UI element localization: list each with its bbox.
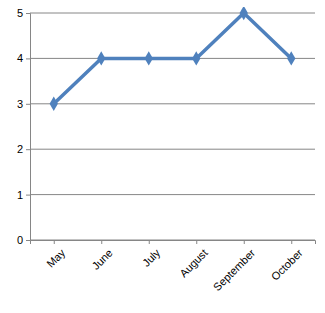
x-tick-mark (54, 240, 55, 244)
series (50, 7, 296, 111)
x-tick-label: October (269, 246, 305, 282)
y-axis-line (26, 14, 31, 241)
marker (192, 51, 200, 65)
marker (50, 97, 58, 111)
marker (97, 51, 105, 65)
y-tick-mark (26, 104, 30, 105)
grid-line (30, 149, 315, 150)
x-tick-mark (196, 240, 197, 244)
y-tick: 5 (17, 7, 30, 19)
y-tick-mark (26, 13, 30, 14)
y-tick-label: 2 (17, 143, 23, 155)
marker (145, 51, 153, 65)
x-tick-mark (149, 240, 150, 244)
marker (240, 7, 248, 20)
x-tick-mark (244, 240, 245, 244)
grid-line (30, 103, 315, 104)
x-tick: June (89, 240, 114, 272)
x-tick-label: May (44, 246, 68, 270)
y-tick: 0 (17, 234, 30, 246)
y-tick-label: 4 (17, 52, 23, 64)
y-tick-label: 0 (17, 234, 23, 246)
y-tick: 4 (17, 52, 30, 64)
y-tick-mark (26, 58, 30, 59)
y-tick-mark (26, 149, 30, 150)
x-axis-line (31, 241, 316, 245)
grid (30, 13, 315, 240)
y-tick-mark (26, 195, 30, 196)
y-tick-mark (26, 240, 30, 241)
x-tick-mark (101, 240, 102, 244)
y-tick: 3 (17, 98, 30, 110)
chart: 0 1 2 3 4 5 May June July AugustSeptember October (0, 0, 325, 313)
x-tick-label: August (177, 247, 210, 280)
x-tick: October (269, 240, 305, 283)
grid-line (30, 194, 315, 195)
x-tick-mark (291, 240, 292, 244)
x-tick-label: July (140, 246, 163, 269)
x-tick-label: June (89, 247, 114, 272)
line (54, 13, 292, 104)
marker (287, 51, 295, 65)
y-tick-label: 5 (17, 7, 23, 19)
y-tick-label: 3 (17, 98, 23, 110)
x-tick: September (211, 240, 258, 293)
x-tick-label: September (211, 246, 258, 293)
x-tick: July (140, 240, 163, 269)
plot-area: 0 1 2 3 4 5 May June July AugustSeptember October (17, 6, 316, 293)
y-axis: 0 1 2 3 4 5 (17, 7, 31, 246)
grid-line (30, 13, 315, 14)
y-tick: 1 (17, 189, 30, 201)
x-tick: May (44, 240, 68, 270)
y-tick-label: 1 (17, 189, 23, 201)
x-tick: August (177, 240, 210, 279)
y-tick: 2 (17, 143, 30, 155)
x-axis: May June July AugustSeptember October (31, 240, 316, 293)
